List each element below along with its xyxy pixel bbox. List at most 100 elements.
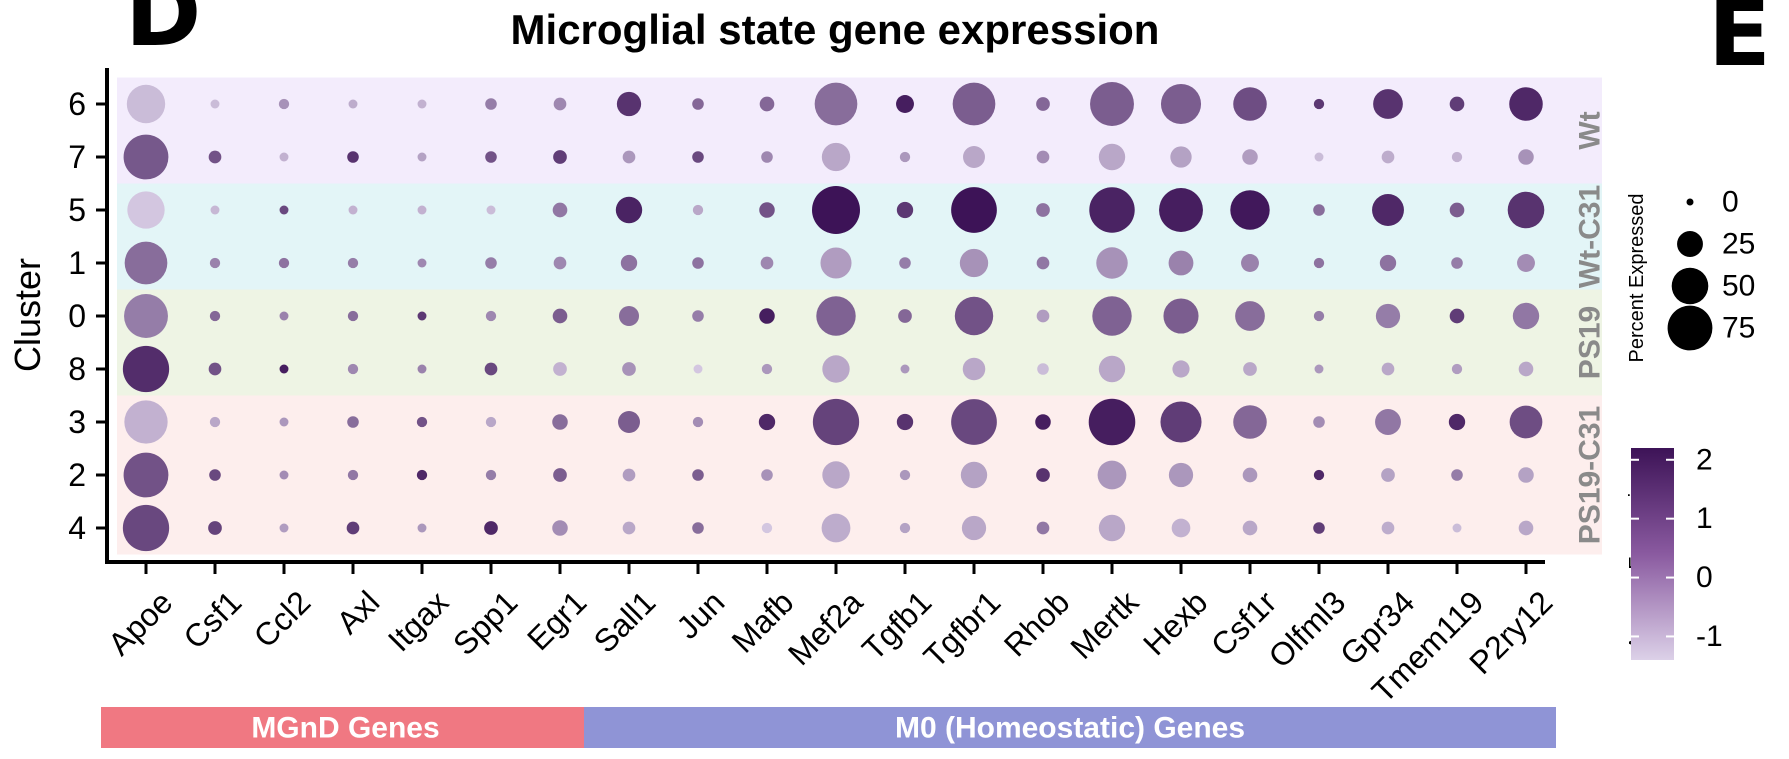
- color-legend-label: 2: [1696, 443, 1713, 476]
- dot-7-mertk: [1098, 143, 1126, 171]
- dot-6-mertk: [1090, 82, 1134, 126]
- dot-4-rhob: [1036, 521, 1050, 535]
- dot-3-sall1: [618, 411, 640, 433]
- dot-3-csf1r: [1233, 405, 1267, 439]
- dot-1-sall1: [620, 254, 638, 272]
- dot-6-mafb: [759, 96, 775, 112]
- gene-set-band: [101, 707, 590, 748]
- dot-4-egr1: [552, 520, 568, 536]
- dot-6-tgfbr1: [952, 82, 996, 126]
- dot-1-mertk: [1096, 247, 1128, 279]
- dot-0-mef2a: [816, 296, 856, 336]
- dot-4-tmem119: [1452, 523, 1462, 533]
- dot-6-jun: [692, 98, 704, 110]
- size-legend-label: 75: [1722, 312, 1755, 345]
- dot-7-hexb: [1170, 146, 1192, 168]
- group-band-wt: [117, 77, 1602, 184]
- dot-7-jun: [692, 151, 704, 163]
- dot-5-tgfb1: [896, 201, 914, 219]
- dot-5-csf1: [210, 205, 220, 215]
- dot-7-apoe: [123, 134, 169, 180]
- dot-2-mertk: [1097, 460, 1127, 490]
- dot-5-egr1: [552, 202, 568, 218]
- dot-2-spp1: [485, 469, 497, 481]
- dot-2-tmem119: [1451, 469, 1463, 481]
- x-tick-label-hexb: Hexb: [1136, 584, 1214, 662]
- group-band-ps19-c31: [117, 395, 1602, 555]
- dot-6-ccl2: [278, 98, 290, 110]
- dot-6-rhob: [1036, 97, 1050, 111]
- dot-0-csf1: [209, 310, 221, 322]
- dot-5-itgax: [417, 205, 427, 215]
- gene-set-band: [584, 707, 1556, 748]
- x-tick-label-mertk: Mertk: [1063, 583, 1146, 666]
- group-bands: [117, 77, 1602, 555]
- dot-4-itgax: [417, 523, 427, 533]
- dot-2-mef2a: [822, 461, 850, 489]
- x-tick-label-olfml3: Olfml3: [1262, 584, 1353, 675]
- dot-6-mef2a: [814, 82, 858, 126]
- dot-4-mef2a: [821, 513, 851, 543]
- dot-8-egr1: [553, 362, 567, 376]
- dot-0-rhob: [1036, 309, 1050, 323]
- dot-4-apoe: [122, 504, 170, 552]
- dot-0-sall1: [618, 305, 640, 327]
- dot-4-axl: [346, 521, 360, 535]
- dot-6-apoe: [126, 84, 166, 124]
- dot-5-p2ry12: [1507, 191, 1545, 229]
- group-label-ps19-c31: PS19-C31: [1574, 406, 1607, 544]
- dot-2-axl: [347, 469, 359, 481]
- dot-0-jun: [692, 310, 704, 322]
- dot-3-apoe: [124, 400, 168, 444]
- color-legend-gradient: [1631, 448, 1674, 660]
- dot-8-tgfb1: [900, 364, 910, 374]
- dot-2-csf1: [209, 469, 221, 481]
- dot-5-gpr34: [1372, 194, 1404, 226]
- dot-8-tgfbr1: [962, 357, 986, 381]
- dot-7-olfml3: [1314, 152, 1324, 162]
- dot-1-mafb: [760, 256, 774, 270]
- dot-6-hexb: [1160, 83, 1202, 125]
- dot-1-gpr34: [1379, 254, 1397, 272]
- x-tick-label-itgax: Itgax: [381, 584, 456, 659]
- dot-8-csf1: [208, 362, 222, 376]
- dot-2-csf1r: [1242, 467, 1258, 483]
- dot-6-olfml3: [1313, 98, 1325, 110]
- dot-1-ccl2: [278, 257, 290, 269]
- gene-set-bands: MGnD Genes M0 (Homeostatic) Genes: [101, 707, 1556, 748]
- dot-4-olfml3: [1313, 522, 1325, 534]
- dot-8-csf1r: [1243, 362, 1257, 376]
- color-legend-label: 0: [1696, 561, 1713, 594]
- dot-6-sall1: [616, 91, 642, 117]
- group-label-ps19: PS19: [1574, 306, 1607, 379]
- dot-2-gpr34: [1381, 468, 1395, 482]
- dot-8-itgax: [417, 364, 427, 374]
- dot-1-csf1: [209, 257, 221, 269]
- dot-6-csf1: [210, 99, 220, 109]
- dot-3-mafb: [758, 413, 776, 431]
- x-tick-label-rhob: Rhob: [997, 584, 1077, 664]
- dot-2-apoe: [123, 452, 169, 498]
- dot-7-tgfb1: [899, 151, 911, 163]
- dot-5-tgfbr1: [951, 187, 997, 233]
- dot-1-p2ry12: [1517, 254, 1535, 272]
- dot-6-csf1r: [1233, 87, 1267, 121]
- dot-0-ccl2: [279, 311, 289, 321]
- dot-6-p2ry12: [1509, 87, 1543, 121]
- dot-7-ccl2: [279, 152, 289, 162]
- y-tick-label: 3: [68, 404, 86, 440]
- x-tick-label-sall1: Sall1: [587, 584, 663, 660]
- dot-8-sall1: [622, 362, 636, 376]
- dot-0-tgfbr1: [954, 296, 994, 336]
- dot-5-tmem119: [1449, 202, 1465, 218]
- dot-7-egr1: [553, 150, 567, 164]
- dot-4-gpr34: [1381, 521, 1395, 535]
- x-tick-label-csf1: Csf1: [176, 584, 248, 656]
- dot-7-csf1r: [1242, 149, 1258, 165]
- dot-7-gpr34: [1381, 150, 1395, 164]
- size-legend-label: 0: [1722, 186, 1739, 219]
- dot-0-axl: [347, 310, 359, 322]
- dot-8-hexb: [1172, 360, 1190, 378]
- dot-3-mef2a: [812, 398, 860, 446]
